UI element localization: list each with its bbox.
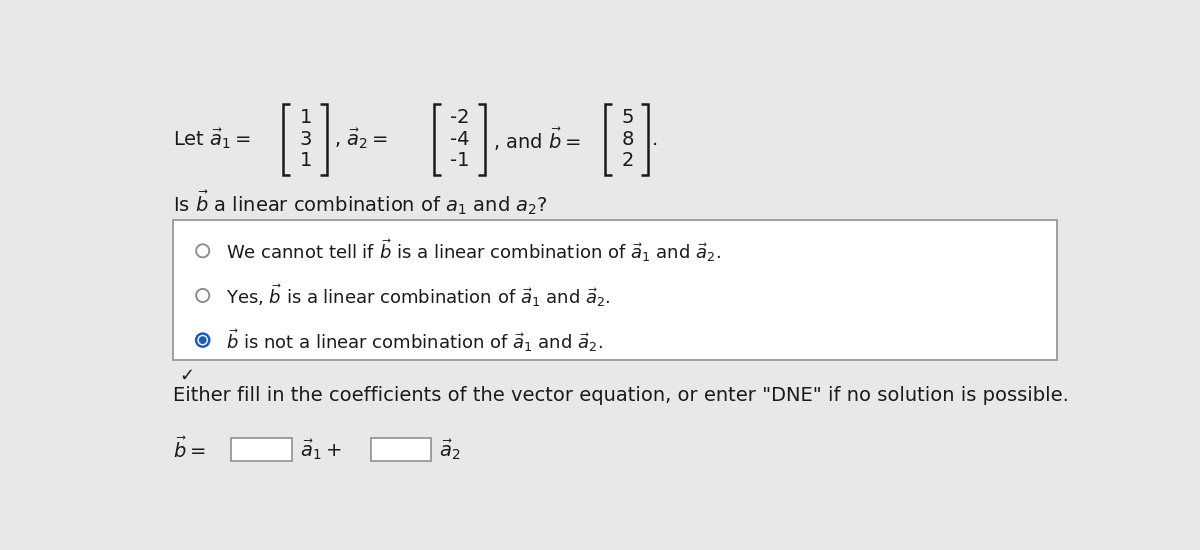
Text: $\vec{b} =$: $\vec{b} =$ [173,437,206,462]
Text: , $\vec{a}_2 =$: , $\vec{a}_2 =$ [335,127,389,151]
Text: $\vec{b}$ is not a linear combination of $\vec{a}_1$ and $\vec{a}_2$.: $\vec{b}$ is not a linear combination of… [226,327,602,354]
Text: 5: 5 [622,108,634,127]
Text: Let $\vec{a}_1 =$: Let $\vec{a}_1 =$ [173,127,252,151]
FancyBboxPatch shape [173,220,1057,360]
FancyBboxPatch shape [232,438,292,461]
Text: ✓: ✓ [180,366,194,384]
Text: -4: -4 [450,130,469,148]
Text: $\vec{a}_2$: $\vec{a}_2$ [439,437,461,462]
Text: We cannot tell if $\vec{b}$ is a linear combination of $\vec{a}_1$ and $\vec{a}_: We cannot tell if $\vec{b}$ is a linear … [226,238,721,264]
Text: $\vec{a}_1 +$: $\vec{a}_1 +$ [300,437,341,462]
FancyBboxPatch shape [371,438,431,461]
Text: -2: -2 [450,108,469,127]
Text: Is $\vec{b}$ a linear combination of $a_1$ and $a_2$?: Is $\vec{b}$ a linear combination of $a_… [173,189,548,217]
Text: Yes, $\vec{b}$ is a linear combination of $\vec{a}_1$ and $\vec{a}_2$.: Yes, $\vec{b}$ is a linear combination o… [226,282,611,309]
Circle shape [199,336,206,344]
Text: 1: 1 [300,151,312,170]
Text: -1: -1 [450,151,469,170]
Text: Either fill in the coefficients of the vector equation, or enter "DNE" if no sol: Either fill in the coefficients of the v… [173,386,1069,405]
Text: 8: 8 [622,130,634,148]
Text: 1: 1 [300,108,312,127]
Text: 3: 3 [300,130,312,148]
Text: .: . [652,130,658,148]
Text: , and $\vec{b} =$: , and $\vec{b} =$ [492,125,581,153]
Text: 2: 2 [622,151,634,170]
